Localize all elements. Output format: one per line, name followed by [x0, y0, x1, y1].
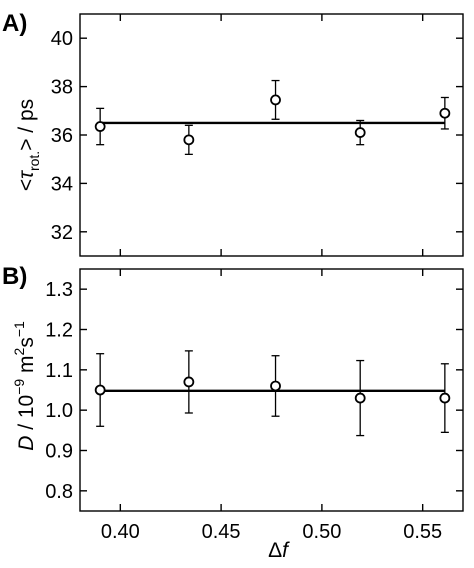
- panel-b-data-point: [183, 376, 195, 388]
- panel-b-xtick-label: 0.50: [302, 521, 341, 543]
- panel-a-ylabel: <τrot.> / ps: [15, 99, 42, 191]
- panel-b-xtick-label: 0.40: [101, 521, 140, 543]
- panel-b-xtick-label: 0.45: [202, 521, 241, 543]
- panel-a-ylabel-sub: rot.: [26, 151, 42, 171]
- panel-a-label: A): [2, 10, 27, 37]
- panel-b-ylabel-m: m: [15, 355, 38, 378]
- panel-b-ytick-label: 1.0: [45, 400, 73, 422]
- panel-b-ytick-label: 0.8: [45, 481, 73, 503]
- panel-a-ylabel-tau: τ: [15, 170, 38, 179]
- panel-a-ytick-label: 32: [51, 222, 73, 244]
- panel-a-ylabel-unit: > / ps: [15, 99, 38, 151]
- panel-a-data-point: [183, 134, 195, 146]
- panel-a-data-point: [270, 94, 281, 106]
- panel-b-ylabel-exp: −9: [11, 379, 27, 395]
- x-axis-label-f: f: [282, 539, 290, 562]
- panel-a-ylabel-bracket: <: [15, 179, 38, 191]
- panel-a-ytick-label: 34: [51, 173, 73, 195]
- panel-b: B) 0.8 0.9 1.0 1.1 1.2 1.3 0.40 0.45 0.50 0.55 D …: [2, 263, 464, 562]
- x-axis-label-delta: Δ: [268, 539, 282, 562]
- panel-b-label: B): [2, 263, 27, 290]
- panel-a-plot-frame: [79, 13, 464, 257]
- panel-b-ylabel: D / 10−9 m2s−1: [11, 321, 38, 451]
- panel-b-ytick-label: 1.1: [45, 360, 73, 382]
- panel-a-data-point: [94, 121, 106, 132]
- panel-b-ylabel-s-exp: −1: [11, 321, 27, 337]
- panel-a-ytick-label: 36: [51, 125, 73, 147]
- panel-b-ylabel-scale: / 10: [15, 395, 38, 436]
- panel-b-data-point: [354, 392, 366, 404]
- panel-b-ytick-label: 1.2: [45, 320, 73, 342]
- panel-b-data-point: [439, 392, 451, 404]
- panel-a-data-point: [354, 127, 366, 138]
- panel-b-axes: 0.8 0.9 1.0 1.1 1.2 1.3 0.40 0.45 0.50 0.55: [45, 268, 464, 543]
- x-axis-label: Δf: [268, 539, 290, 562]
- panel-b-ylabel-d: D: [15, 436, 38, 451]
- panel-b-ytick-label: 0.9: [45, 441, 73, 463]
- panel-b-plot-frame: [79, 268, 464, 512]
- panel-b-ylabel-m-exp: 2: [11, 347, 27, 355]
- panel-b-xtick-label: 0.55: [403, 521, 442, 543]
- panel-a: A) 32 34 36 38 40 <τrot.> / ps: [2, 10, 464, 257]
- panel-a-data-point: [439, 107, 451, 119]
- panel-b-ylabel-s: s: [15, 337, 38, 348]
- panel-b-ytick-label: 1.3: [45, 279, 73, 301]
- panel-a-ytick-label: 40: [51, 28, 73, 50]
- panel-b-data-point: [270, 380, 281, 392]
- panel-a-ytick-label: 38: [51, 77, 73, 99]
- panel-b-data-point: [94, 384, 106, 396]
- panel-a-axes: 32 34 36 38 40: [51, 13, 464, 257]
